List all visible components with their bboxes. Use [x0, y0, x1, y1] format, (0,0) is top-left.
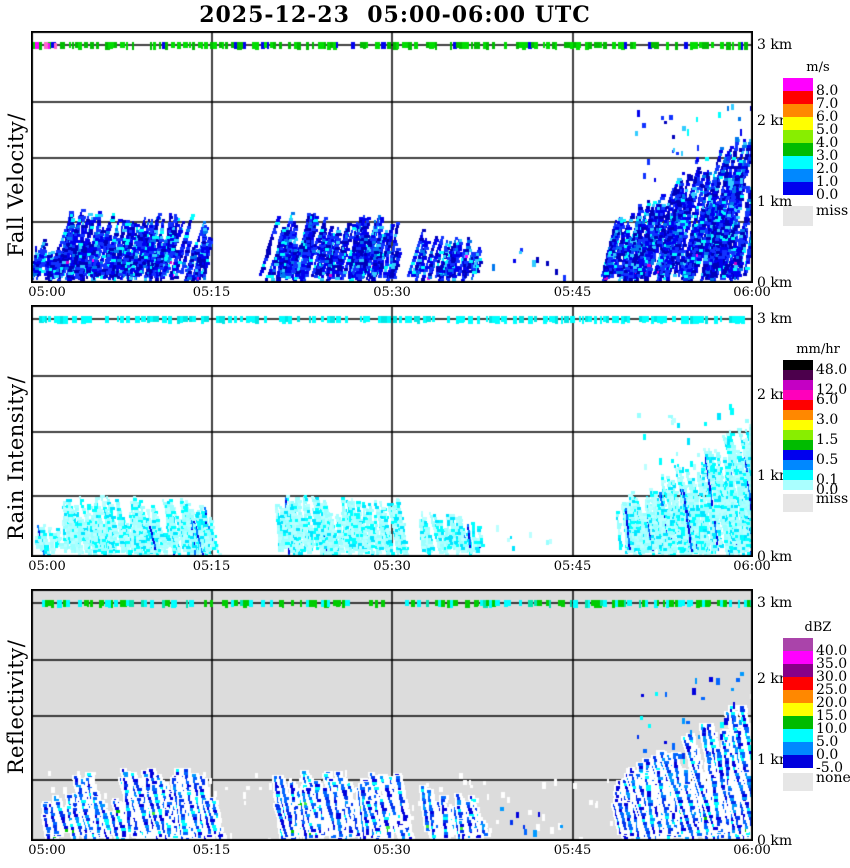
km-label: 0 km [757, 275, 793, 291]
legend-missing-label: miss [816, 491, 849, 507]
legend-band [783, 450, 813, 460]
x-tick-label: 06:00 [733, 843, 771, 858]
km-label: 3 km [757, 37, 793, 53]
legend-missing-label: miss [816, 203, 849, 219]
x-tick-label: 05:30 [373, 285, 411, 300]
legend-label: 5.0 [816, 734, 839, 750]
plot-canvas-fall-velocity- [31, 31, 753, 283]
legend-title-rain-intensity-: mm/hr [796, 342, 840, 357]
legend-band [783, 117, 813, 130]
legend-label: 30.0 [816, 669, 848, 685]
legend-missing-swatch [783, 773, 813, 791]
x-tick-label: 05:00 [28, 285, 66, 300]
km-label: 3 km [757, 595, 793, 611]
legend-label: 10.0 [816, 721, 848, 737]
legend-label: 3.0 [816, 148, 839, 164]
legend-band [783, 156, 813, 169]
legend-title-reflectivity-: dBZ [804, 620, 832, 635]
legend-band [783, 169, 813, 182]
legend-band [783, 651, 813, 664]
legend-label: 8.0 [816, 83, 839, 99]
legend-band [783, 440, 813, 450]
x-tick-label: 06:00 [733, 559, 771, 574]
legend-label: 0.1 [816, 472, 839, 488]
legend-band [783, 703, 813, 716]
legend-band [783, 742, 813, 755]
ylabel-text-fall-velocity-: Fall Velocity/ [4, 113, 28, 257]
legend-band [783, 677, 813, 690]
legend-title-fall-velocity-: m/s [806, 60, 830, 75]
legend-band [783, 410, 813, 420]
legend-band [783, 370, 813, 380]
legend-band [783, 400, 813, 410]
legend-missing-swatch [783, 206, 813, 226]
ylabel-text-rain-intensity-: Rain Intensity/ [4, 375, 28, 541]
legend-missing-label: none [816, 770, 850, 786]
x-tick-label: 05:15 [192, 285, 231, 300]
legend-label: 6.0 [816, 109, 839, 125]
legend-band [783, 430, 813, 440]
legend-band [783, 380, 813, 390]
legend-band [783, 182, 813, 195]
legend-band [783, 78, 813, 91]
page-title: 2025-12-23 05:00-06:00 UTC [199, 2, 591, 28]
legend-band [783, 470, 813, 480]
legend-band [783, 664, 813, 677]
legend-band [783, 729, 813, 742]
plot-canvas-rain-intensity- [31, 305, 753, 557]
legend-band [783, 480, 813, 490]
x-tick-label: 05:45 [553, 559, 592, 574]
legend-label: 1.5 [816, 432, 839, 448]
legend-label: 12.0 [816, 382, 848, 398]
legend-label: 0.0 [816, 482, 839, 498]
legend-label: 3.0 [816, 412, 839, 428]
legend-label: 4.0 [816, 135, 839, 151]
x-tick-label: 06:00 [733, 285, 771, 300]
plot-canvas-reflectivity- [31, 589, 753, 841]
legend-label: 48.0 [816, 362, 848, 378]
legend-missing-swatch [783, 494, 813, 512]
legend-band [783, 755, 813, 768]
legend-label: 0.0 [816, 747, 839, 763]
legend-band [783, 130, 813, 143]
x-tick-label: 05:15 [192, 843, 231, 858]
km-label: 0 km [757, 833, 793, 849]
legend-label: 40.0 [816, 643, 848, 659]
legend-band [783, 360, 813, 370]
legend-label: 5.0 [816, 122, 839, 138]
legend-band [783, 716, 813, 729]
legend-band [783, 104, 813, 117]
legend-label: 2.0 [816, 161, 839, 177]
legend-label: 35.0 [816, 656, 848, 672]
legend-label: -5.0 [816, 760, 843, 776]
km-label: 0 km [757, 549, 793, 565]
legend-band [783, 460, 813, 470]
ylabel-text-reflectivity-: Reflectivity/ [4, 639, 28, 775]
x-tick-label: 05:30 [373, 559, 411, 574]
legend-label: 0.0 [816, 187, 839, 203]
legend-band [783, 638, 813, 651]
km-label: 3 km [757, 311, 793, 327]
legend-label: 0.5 [816, 452, 839, 468]
legend-label: 15.0 [816, 708, 848, 724]
legend-band [783, 143, 813, 156]
legend-band [783, 91, 813, 104]
x-tick-label: 05:00 [28, 843, 66, 858]
legend-band [783, 390, 813, 400]
legend-label: 20.0 [816, 695, 848, 711]
legend-band [783, 420, 813, 430]
x-tick-label: 05:45 [553, 843, 592, 858]
legend-band [783, 690, 813, 703]
legend-label: 1.0 [816, 174, 839, 190]
legend-label: 6.0 [816, 392, 839, 408]
legend-label: 7.0 [816, 96, 839, 112]
x-tick-label: 05:30 [373, 843, 411, 858]
legend-label: 25.0 [816, 682, 848, 698]
x-tick-label: 05:00 [28, 559, 66, 574]
x-tick-label: 05:15 [192, 559, 231, 574]
x-tick-label: 05:45 [553, 285, 592, 300]
